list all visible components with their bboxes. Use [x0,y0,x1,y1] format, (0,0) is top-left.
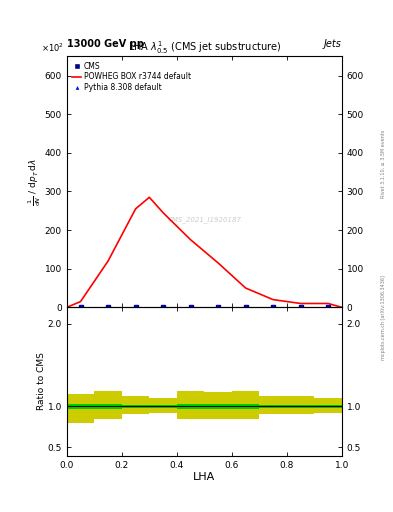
Title: LHA $\lambda^{1}_{0.5}$ (CMS jet substructure): LHA $\lambda^{1}_{0.5}$ (CMS jet substru… [128,39,281,56]
Text: $\times10^{2}$: $\times10^{2}$ [41,41,64,54]
Text: Jets: Jets [324,38,342,49]
Legend: CMS, POWHEG BOX r3744 default, Pythia 8.308 default: CMS, POWHEG BOX r3744 default, Pythia 8.… [71,60,192,93]
Y-axis label: Ratio to CMS: Ratio to CMS [37,353,46,411]
Text: Rivet 3.1.10, ≥ 3.5M events: Rivet 3.1.10, ≥ 3.5M events [381,130,386,198]
Text: 13000 GeV pp: 13000 GeV pp [67,38,144,49]
Text: mcplots.cern.ch [arXiv:1306.3436]: mcplots.cern.ch [arXiv:1306.3436] [381,275,386,360]
Y-axis label: $\frac{1}{\mathrm{d}N}$ / $\mathrm{d}p_T\,\mathrm{d}\lambda$: $\frac{1}{\mathrm{d}N}$ / $\mathrm{d}p_T… [27,158,43,206]
X-axis label: LHA: LHA [193,472,215,482]
Text: CMS_2021_I1920187: CMS_2021_I1920187 [167,216,241,223]
